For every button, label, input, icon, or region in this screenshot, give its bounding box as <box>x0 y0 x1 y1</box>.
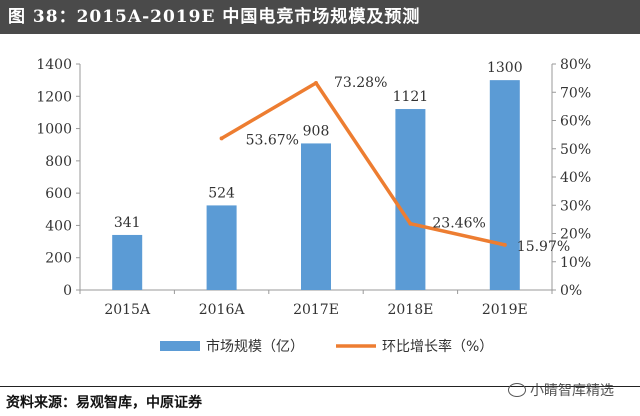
y-left-tick-label: 1000 <box>36 122 72 138</box>
wechat-icon <box>508 383 526 397</box>
growth-rate-label: 53.67% <box>246 132 299 148</box>
bar <box>112 234 143 290</box>
growth-rate-point <box>408 221 413 226</box>
y-left-tick-label: 200 <box>45 251 72 267</box>
y-right-tick-label: 40% <box>560 170 591 186</box>
bar <box>301 143 331 290</box>
growth-rate-line <box>220 81 506 247</box>
bar-value-label: 341 <box>114 215 141 231</box>
growth-rate-label: 73.28% <box>334 75 387 91</box>
y-right-tick-label: 80% <box>560 57 591 73</box>
chart-area: 0 200 400 600 800 1000 1200 1400 0% 10% 20% 30% 40% 5… <box>36 57 591 355</box>
bar-value-label: 1300 <box>487 60 523 76</box>
y-right-tick-label: 50% <box>560 142 591 158</box>
growth-rate-label: 15.97% <box>517 239 570 255</box>
growth-rate-point <box>219 136 224 141</box>
legend-label-line: 环比增长率（%） <box>382 338 493 355</box>
y-right-tick-label: 30% <box>560 198 591 214</box>
y-right-tick-label: 10% <box>560 255 591 271</box>
growth-rate-label: 23.46% <box>432 216 485 232</box>
growth-rate-point <box>314 80 318 85</box>
source-note: 资料来源：易观智库，中原证券 <box>6 395 202 411</box>
figure-title: 图 38：2015A-2019E 中国电竞市场规模及预测 <box>0 0 640 34</box>
watermark: 小睛智库精选 <box>508 380 614 400</box>
y-left-tick-label: 400 <box>45 218 72 234</box>
bar <box>489 80 520 290</box>
bar <box>395 109 426 290</box>
bar-value-label: 1121 <box>393 89 429 105</box>
growth-rate-point <box>502 242 507 247</box>
bar-value-label: 908 <box>303 123 330 139</box>
y-left-tick-label: 1400 <box>36 57 72 73</box>
source-divider <box>0 386 640 387</box>
x-tick-label: 2015A <box>104 302 151 318</box>
x-tick-label: 2017E <box>293 302 339 318</box>
y-left-tick-label: 0 <box>63 283 72 299</box>
y-right-tick-label: 60% <box>560 114 591 130</box>
legend-swatch-bar <box>160 341 200 351</box>
bar-value-label: 524 <box>208 185 235 201</box>
x-tick-label: 2016A <box>199 302 246 318</box>
y-right-tick-label: 70% <box>560 85 591 101</box>
x-tick-label: 2018E <box>387 302 433 318</box>
y-right-tick-label: 20% <box>560 227 591 243</box>
y-left-tick-label: 600 <box>45 186 72 202</box>
watermark-text: 小睛智库精选 <box>530 383 614 399</box>
bar <box>206 205 237 290</box>
y-left-tick-label: 1200 <box>36 89 72 105</box>
x-tick-label: 2019E <box>482 302 528 318</box>
legend-label-bar: 市场规模（亿） <box>206 338 304 355</box>
y-right-tick-label: 0% <box>560 283 582 299</box>
y-left-tick-label: 800 <box>45 154 72 170</box>
